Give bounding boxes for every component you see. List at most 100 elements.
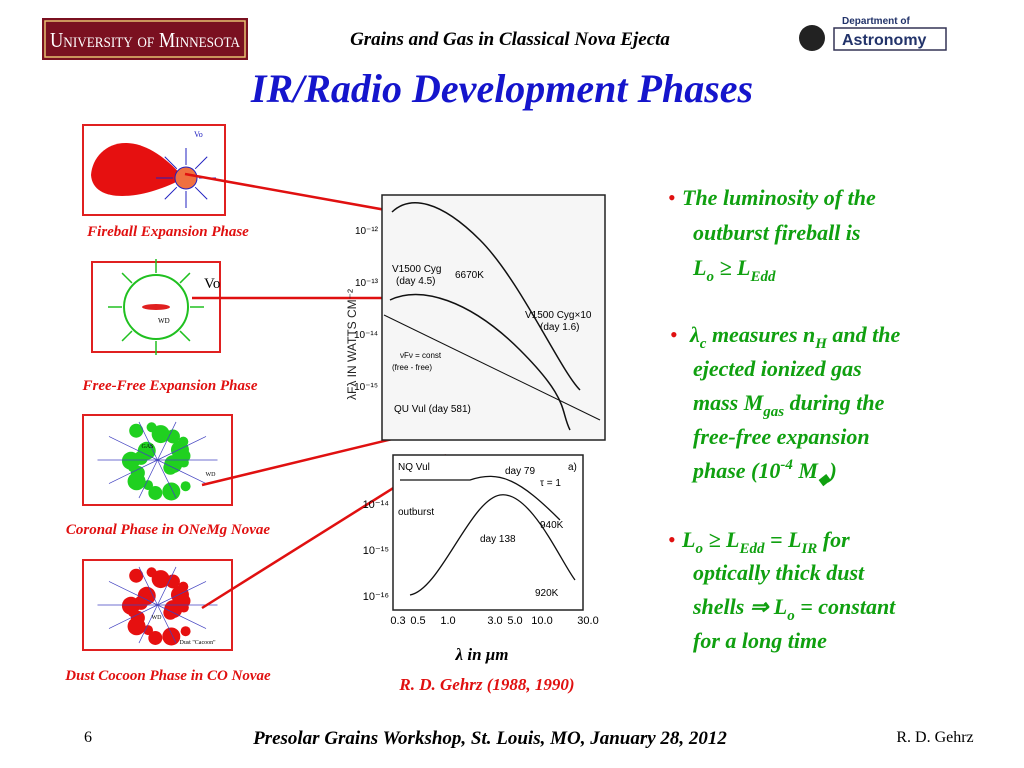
clump bbox=[137, 441, 156, 460]
dept-logo-icon bbox=[799, 25, 825, 51]
plot-text: 920K bbox=[535, 588, 559, 599]
bullet-line: for a long time bbox=[693, 628, 827, 653]
text-run: The luminosity of the bbox=[682, 185, 876, 210]
ray bbox=[108, 604, 158, 629]
phase-note: WD bbox=[152, 615, 163, 621]
plot-text: τ = 1 bbox=[540, 478, 561, 489]
bullet-line: free-free expansion bbox=[693, 424, 870, 449]
phase-note: WD bbox=[158, 317, 170, 325]
bullet-line: Lo ≥ LEdd = LIR for bbox=[681, 527, 850, 557]
plot-text: day 79 bbox=[505, 466, 535, 477]
text-run: gas bbox=[762, 404, 784, 420]
clump bbox=[165, 574, 180, 589]
clump bbox=[127, 617, 146, 636]
bullet-line: phase (10-4 M◆) bbox=[691, 457, 837, 488]
y-tick-label: 10⁻¹⁶ bbox=[363, 591, 389, 603]
clump bbox=[148, 485, 163, 500]
curve bbox=[391, 202, 581, 391]
plot-text: 6670K bbox=[455, 270, 484, 281]
ray bbox=[108, 459, 158, 484]
text-run: mass M bbox=[693, 390, 765, 415]
ray bbox=[157, 604, 177, 644]
university-logo-border bbox=[44, 20, 246, 58]
text-run: o bbox=[787, 608, 795, 624]
footer-author: R. D. Gehrz bbox=[896, 729, 973, 746]
y-tick-label: 10⁻¹⁵ bbox=[354, 382, 378, 393]
clump bbox=[162, 482, 181, 501]
velocity-arrow bbox=[164, 186, 178, 200]
phase-note: GAS bbox=[142, 444, 154, 450]
curve bbox=[409, 494, 576, 596]
dept-line2: Astronomy bbox=[842, 32, 927, 49]
clump bbox=[151, 425, 170, 444]
curve bbox=[383, 314, 601, 421]
x-tick-label: 1.0 bbox=[440, 615, 455, 627]
bullet-marker: • bbox=[668, 527, 676, 552]
bullet-line: λc measures nH and the bbox=[689, 322, 900, 352]
wd-disk bbox=[142, 304, 170, 310]
ray bbox=[157, 566, 177, 606]
velocity-arrow bbox=[194, 156, 208, 170]
text-run: -4 bbox=[780, 457, 793, 473]
text-run: = constant bbox=[795, 594, 896, 619]
text-run: ≥ L bbox=[703, 527, 740, 552]
y-tick-label: 10⁻¹⁵ bbox=[363, 545, 389, 557]
clump bbox=[143, 480, 154, 491]
ray bbox=[138, 566, 158, 606]
plot-text: 940K bbox=[540, 520, 564, 531]
text-run: L bbox=[681, 527, 695, 552]
plot-text: day 138 bbox=[480, 534, 516, 545]
phase-label: Coronal Phase in ONeMg Novae bbox=[66, 522, 271, 538]
velocity-arrow bbox=[121, 330, 133, 342]
x-tick-label: 3.0 bbox=[487, 615, 502, 627]
slide-header: Grains and Gas in Classical Nova Ejecta bbox=[350, 29, 670, 50]
velocity-arrow bbox=[121, 272, 133, 284]
clump bbox=[146, 567, 157, 578]
bullet-line: Lo ≥ LEdd bbox=[692, 255, 776, 285]
x-tick-label: 10.0 bbox=[531, 615, 552, 627]
velocity-arrow bbox=[179, 330, 191, 342]
phase-note: Dust "Cacoon" bbox=[180, 640, 217, 646]
text-run: c bbox=[700, 336, 707, 352]
clump bbox=[129, 568, 144, 583]
ray bbox=[138, 604, 158, 644]
clump bbox=[162, 627, 181, 646]
clump bbox=[129, 423, 144, 438]
plot-text: (day 4.5) bbox=[396, 276, 435, 287]
text-run: for a long time bbox=[693, 628, 827, 653]
clump bbox=[146, 422, 157, 433]
fireball-shape bbox=[91, 143, 184, 197]
phase-label: Free-Free Expansion Phase bbox=[81, 378, 257, 394]
text-run: for bbox=[817, 527, 850, 552]
plot-text: νFν = const bbox=[400, 351, 442, 360]
ray bbox=[108, 581, 158, 606]
plot-text: outburst bbox=[398, 507, 434, 518]
velocity-arrow bbox=[194, 186, 208, 200]
clump bbox=[163, 605, 178, 620]
y-axis-label: λFλ IN WATTS CM⁻² bbox=[345, 289, 359, 400]
bullet-line: ejected ionized gas bbox=[693, 356, 862, 381]
curve bbox=[400, 475, 561, 521]
university-name: University of Minnesota bbox=[50, 28, 240, 52]
x-tick-label: 30.0 bbox=[577, 615, 598, 627]
text-run: and the bbox=[827, 322, 901, 347]
ray bbox=[157, 421, 177, 461]
phase-label: Fireball Expansion Phase bbox=[86, 224, 249, 240]
text-run: ) bbox=[828, 458, 837, 483]
text-run: M bbox=[793, 458, 820, 483]
clump bbox=[163, 460, 178, 475]
plot-text: a) bbox=[568, 462, 577, 473]
text-run: L bbox=[692, 255, 706, 280]
text-run: phase (10 bbox=[691, 458, 780, 483]
text-run: λ bbox=[689, 322, 700, 347]
ray bbox=[138, 459, 158, 499]
clump bbox=[151, 570, 170, 589]
x-tick-label: 5.0 bbox=[507, 615, 522, 627]
clump bbox=[148, 630, 163, 645]
plot-text: NQ Vul bbox=[398, 462, 430, 473]
text-run: ◆ bbox=[818, 472, 831, 488]
ray bbox=[157, 581, 207, 606]
text-run: o bbox=[695, 541, 703, 557]
curve bbox=[389, 293, 571, 431]
